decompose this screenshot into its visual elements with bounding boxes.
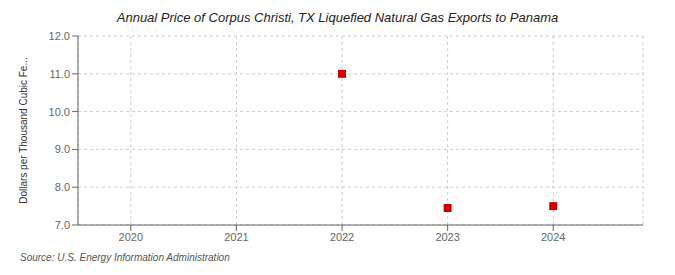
- svg-text:9.0: 9.0: [55, 143, 70, 155]
- html-text:Annual Price of Corpus Christi: Annual Price of Corpus Christi, TX Lique…: [116, 10, 559, 25]
- svg-text:2020: 2020: [119, 231, 143, 243]
- svg-text:7.0: 7.0: [55, 219, 70, 231]
- svg-text:10.0: 10.0: [49, 106, 70, 118]
- html-text:Source: U.S. Energy Informatio: Source: U.S. Energy Information Administ…: [20, 252, 230, 263]
- svg-text:2021: 2021: [224, 231, 248, 243]
- svg-text:8.0: 8.0: [55, 181, 70, 193]
- svg-text:Dollars per Thousand Cubic Fe.: Dollars per Thousand Cubic Fe...: [18, 57, 29, 204]
- svg-text:11.0: 11.0: [49, 68, 70, 80]
- svg-text:2023: 2023: [435, 231, 459, 243]
- svg-text:2024: 2024: [541, 231, 565, 243]
- svg-text:12.0: 12.0: [49, 30, 70, 42]
- svg-text:2022: 2022: [330, 231, 354, 243]
